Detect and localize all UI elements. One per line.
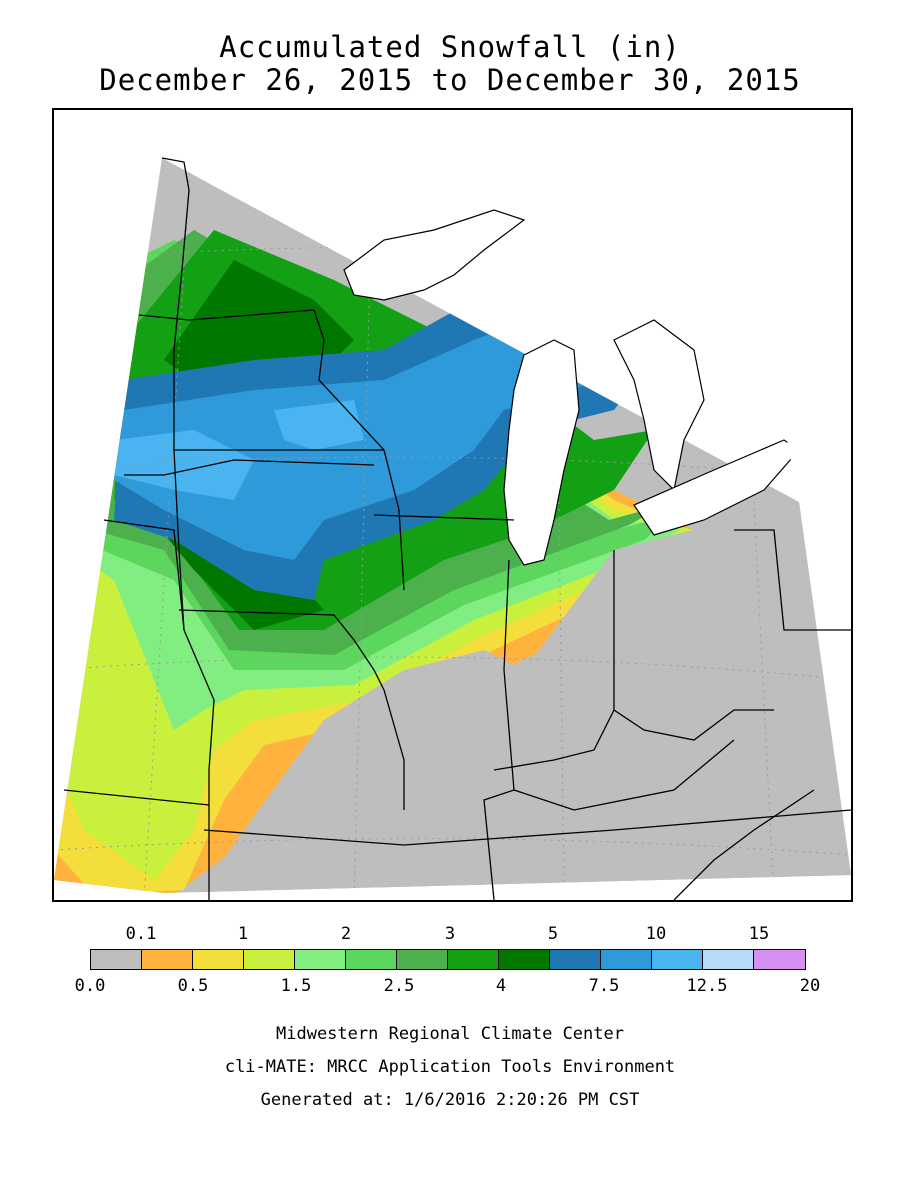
map-title: Accumulated Snowfall (in) xyxy=(219,30,681,64)
legend-bottom-label: 0.0 xyxy=(74,976,106,996)
outside-domain xyxy=(162,110,851,510)
legend-swatch xyxy=(754,950,805,969)
legend-top-label: 1 xyxy=(237,924,249,944)
great-lakes xyxy=(343,209,800,566)
legend-bottom-label: 7.5 xyxy=(588,976,620,996)
legend-swatch xyxy=(652,950,703,969)
footer-tool-name: cli-MATE: MRCC Application Tools Environ… xyxy=(224,1057,676,1077)
legend-swatch xyxy=(499,950,550,969)
snowfall-shading xyxy=(54,158,851,893)
legend-bottom-label: 20 xyxy=(799,976,821,996)
legend-swatch xyxy=(295,950,346,969)
legend-bottom-label: 2.5 xyxy=(383,976,415,996)
legend-swatch xyxy=(397,950,448,969)
footer-generated-timestamp: Generated at: 1/6/2016 2:20:26 PM CST xyxy=(260,1090,640,1110)
legend-swatch xyxy=(346,950,397,969)
legend-bottom-label: 1.5 xyxy=(280,976,312,996)
snowfall-map xyxy=(52,108,853,902)
legend-swatch xyxy=(703,950,754,969)
legend-color-bar xyxy=(90,949,806,970)
legend-top-label: 0.1 xyxy=(125,924,157,944)
map-date-range: December 26, 2015 to December 30, 2015 xyxy=(99,63,801,97)
legend-bottom-label: 4 xyxy=(495,976,507,996)
legend-swatch xyxy=(244,950,295,969)
legend-top-label: 15 xyxy=(748,924,770,944)
legend-bottom-label: 12.5 xyxy=(686,976,728,996)
legend-swatch xyxy=(91,950,142,969)
legend-swatch xyxy=(550,950,601,969)
state-borders xyxy=(63,157,851,900)
legend-top-label: 5 xyxy=(547,924,559,944)
legend-swatch xyxy=(142,950,193,969)
legend-top-label: 10 xyxy=(645,924,667,944)
legend-bottom-label: 0.5 xyxy=(177,976,209,996)
legend-top-label: 3 xyxy=(444,924,456,944)
legend-top-label: 2 xyxy=(340,924,352,944)
legend-swatch xyxy=(601,950,652,969)
legend-swatch xyxy=(448,950,499,969)
footer-organization: Midwestern Regional Climate Center xyxy=(276,1024,624,1044)
legend-swatch xyxy=(193,950,244,969)
legend: 0.1 1 2 3 5 10 15 0.0 0.5 1.5 2.5 4 7.5 … xyxy=(0,920,900,1000)
